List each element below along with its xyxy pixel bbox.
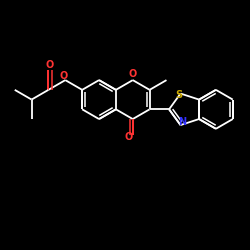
Text: N: N: [178, 117, 186, 127]
Text: O: O: [129, 69, 137, 79]
Text: O: O: [59, 70, 68, 81]
Text: O: O: [46, 60, 54, 70]
Text: S: S: [176, 90, 183, 100]
Text: O: O: [124, 132, 132, 141]
